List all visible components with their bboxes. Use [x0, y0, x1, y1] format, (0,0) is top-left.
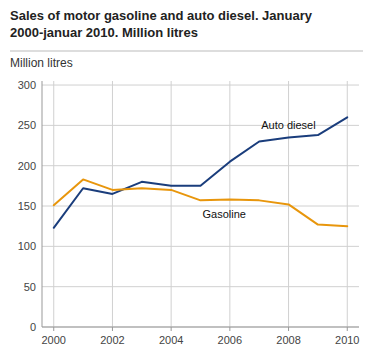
lines — [54, 117, 348, 227]
x-tick — [288, 327, 289, 331]
x-tick-label: 2010 — [335, 334, 359, 346]
y-grid-line — [42, 286, 359, 287]
separator — [10, 51, 363, 52]
axes: 0 50 100 150 200 250 300 2000 2002 2004 2006 2008 20… — [18, 79, 360, 346]
x-tick — [112, 327, 113, 331]
y-tick-label: 150 — [18, 200, 36, 212]
x-grid-line — [171, 81, 172, 327]
title-line: 2000-januar 2010. Million litres — [10, 25, 198, 40]
x-tick-label: 2008 — [276, 334, 300, 346]
y-tick-label: 300 — [18, 79, 36, 91]
y-tick-label: 50 — [24, 281, 36, 293]
series-label: Gasoline — [203, 208, 246, 220]
y-tick-label: 0 — [30, 321, 36, 333]
series-line — [54, 179, 348, 226]
series-line — [54, 117, 348, 227]
x-tick — [171, 327, 172, 331]
x-grid-line — [112, 81, 113, 327]
x-tick-label: 2000 — [41, 334, 65, 346]
y-tick-label: 250 — [18, 119, 36, 131]
y-grid-line — [42, 206, 359, 207]
y-axis-label: Million litres — [10, 56, 73, 70]
x-tick-label: 2002 — [100, 334, 124, 346]
y-grid-line — [42, 165, 359, 166]
y-grid-line — [42, 85, 359, 86]
x-grid-line — [229, 81, 230, 327]
x-tick — [347, 327, 348, 331]
y-grid-line — [42, 327, 359, 328]
y-tick-label: 200 — [18, 160, 36, 172]
grid — [42, 81, 359, 327]
chart-container: Sales of motor gasoline and auto diesel.… — [0, 0, 369, 355]
x-tick — [229, 327, 230, 331]
series-label: Auto diesel — [261, 119, 315, 131]
x-tick-label: 2004 — [159, 334, 183, 346]
x-axis-line — [42, 327, 359, 328]
x-tick — [53, 327, 54, 331]
title: Sales of motor gasoline and auto diesel.… — [10, 8, 313, 40]
y-axis-line — [42, 81, 43, 327]
chart-svg: Sales of motor gasoline and auto diesel.… — [0, 0, 369, 355]
x-tick-label: 2006 — [218, 334, 242, 346]
y-grid-line — [42, 246, 359, 247]
title-line: Sales of motor gasoline and auto diesel.… — [10, 8, 313, 23]
y-tick-label: 100 — [18, 240, 36, 252]
background — [0, 0, 369, 355]
series-labels: Auto diesel Gasoline — [203, 119, 316, 220]
page: {"chart_data": {"type": "line", "title":… — [0, 0, 369, 355]
